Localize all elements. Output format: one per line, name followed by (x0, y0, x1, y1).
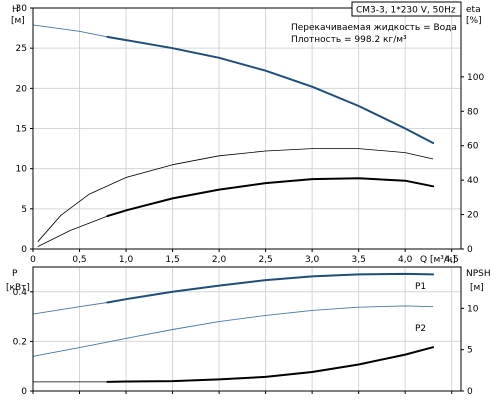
bottom-left-axis-title: P (12, 269, 18, 279)
curves (32, 24, 435, 383)
left-y-tick-label-top: 10 (16, 165, 28, 175)
left-y-tick-label-top: 15 (16, 125, 27, 135)
curve-highlight-top-2 (106, 177, 435, 218)
bottom-right-axis-unit: [м] (470, 283, 484, 293)
x-axis-title: Q [м³/ч] (420, 255, 456, 265)
x-tick-label: 4,5 (445, 255, 459, 265)
x-tick-label: 0 (30, 255, 36, 265)
top-right-axis-unit: [%] (466, 16, 482, 26)
axes: 0 0,5 1,0 1,5 2,0 2,5 3,0 3,5 4,0 4,5 0 5 10 15 20 25 30… (13, 4, 485, 397)
bottom-chart-frame (32, 266, 462, 392)
curve-bottom-1 (32, 305, 434, 357)
x-tick-label: 1,5 (165, 255, 179, 265)
liquid-info: Перекачиваемая жидкость = Вода (291, 23, 457, 33)
left-y-tick-label-top: 5 (21, 205, 27, 215)
curve-highlight-bottom-2 (106, 346, 435, 383)
series-label-p1: P1 (415, 282, 426, 292)
top-chart-frame (32, 7, 462, 250)
title-box (351, 1, 462, 17)
right-y-tick-label-top: 40 (467, 176, 479, 186)
right-y-tick-label-bottom: 10 (467, 304, 479, 314)
bottom-left-axis-unit: [кВт] (6, 283, 30, 293)
density-info: Плотность = 998.2 кг/м³ (291, 35, 407, 45)
x-tick-label: 3,5 (351, 255, 365, 265)
left-y-tick-label-bottom: 0.4 (13, 288, 28, 298)
curve-highlight-bottom-0 (106, 272, 435, 304)
right-y-tick-label-top: 20 (467, 211, 479, 221)
left-y-tick-label-bottom: 0 (21, 387, 27, 397)
x-tick-label: 0,5 (72, 255, 86, 265)
right-y-tick-label-bottom: 5 (467, 346, 473, 356)
right-y-tick-label-top: 0 (467, 245, 473, 255)
curve-top-2 (37, 177, 434, 247)
right-y-tick-label-top: 60 (467, 142, 479, 152)
top-left-axis-title: H (12, 5, 19, 15)
top-left-axis-unit: [м] (11, 16, 25, 26)
curve-bottom-2 (33, 346, 434, 383)
left-y-tick-label-top: 30 (16, 4, 28, 14)
x-tick-label: 2,0 (212, 255, 227, 265)
left-y-tick-label-top: 20 (16, 84, 28, 94)
curve-highlight-top-0 (106, 35, 435, 144)
curve-bottom-0 (32, 273, 434, 315)
x-tick-label: 4,0 (398, 255, 413, 265)
curve-top-1 (37, 148, 434, 243)
bottom-right-axis-title: NPSH (466, 269, 491, 279)
top-right-axis-title: eta (466, 5, 481, 15)
right-y-tick-label-top: 80 (467, 107, 479, 117)
chart-title: CM3-3, 1*230 V, 50Hz (356, 6, 456, 16)
x-tick-label: 1,0 (119, 255, 134, 265)
series-label-p2: P2 (415, 324, 426, 334)
x-tick-label: 2,5 (258, 255, 272, 265)
right-y-tick-label-bottom: 0 (467, 387, 473, 397)
right-y-tick-label-top: 100 (467, 73, 484, 83)
left-y-tick-label-top: 0 (21, 245, 27, 255)
left-y-tick-label-bottom: 0.2 (13, 337, 27, 347)
left-y-tick-label-top: 25 (16, 44, 27, 54)
x-tick-label: 3,0 (305, 255, 320, 265)
